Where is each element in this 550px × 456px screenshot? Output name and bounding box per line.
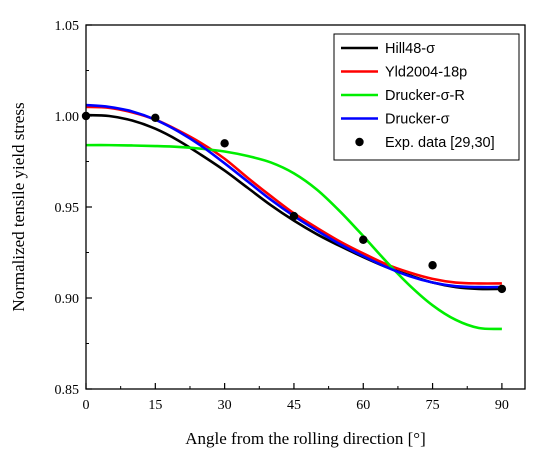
- y-tick-label: 0.90: [55, 292, 80, 307]
- x-tick-label: 30: [218, 398, 232, 413]
- data-point: [151, 113, 160, 123]
- legend-label-drucker: Drucker-σ: [385, 112, 450, 128]
- y-tick-label: 0.85: [55, 383, 80, 398]
- data-point: [428, 261, 437, 270]
- x-tick-label: 75: [426, 398, 440, 413]
- legend-swatch-exp-data-29-30: [355, 137, 364, 147]
- legend-box: [333, 33, 520, 161]
- series-line-drucker-r: [85, 143, 502, 331]
- data-point: [497, 284, 507, 294]
- y-tick-label: 1.05: [55, 19, 80, 34]
- y-tick-label: 0.95: [55, 201, 80, 216]
- legend: Hill48-σ Yld2004-18p Drucker-σ-R Drucker-σ E…: [333, 33, 520, 161]
- x-tick-label: 15: [148, 398, 162, 413]
- data-point: [289, 211, 299, 221]
- x-tick-label: 90: [495, 398, 509, 413]
- ticks-layer: 0 15 30 45 60 75 90 0.85 0.90 0.95 1.00 1.05: [55, 19, 509, 413]
- x-tick-label: 60: [356, 398, 370, 413]
- data-point: [220, 139, 229, 148]
- y-axis-title: Normalized tensile yield stress: [9, 102, 28, 311]
- legend-label-drucker-r: Drucker-σ-R: [385, 88, 465, 104]
- legend-label-hill48: Hill48-σ: [385, 41, 435, 57]
- legend-label-yld2004-18p: Yld2004-18p: [385, 65, 467, 81]
- legend-label-exp-data-29-30: Exp. data [29,30]: [385, 135, 495, 151]
- x-tick-label: 0: [83, 398, 90, 413]
- y-tick-label: 1.00: [55, 110, 80, 125]
- data-point: [359, 235, 368, 244]
- points-layer: [81, 111, 507, 294]
- x-tick-label: 45: [287, 398, 301, 413]
- x-axis-title: Angle from the rolling direction [°]: [185, 429, 425, 448]
